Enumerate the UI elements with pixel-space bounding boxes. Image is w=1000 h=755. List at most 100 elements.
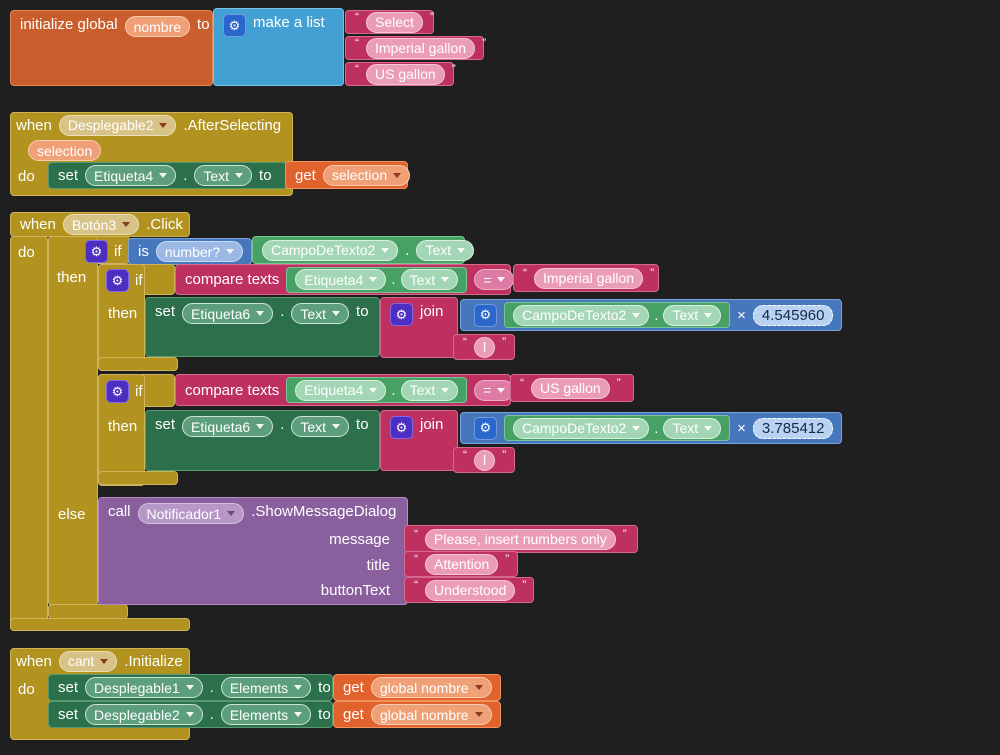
mutator-gear-icon[interactable]: ⚙ — [474, 416, 497, 440]
event-name-label: .Click — [146, 216, 183, 233]
quote-mark: “ — [414, 578, 418, 592]
component-dropdown[interactable]: Desplegable2 — [85, 704, 203, 725]
event-header: when Desplegable2 .AfterSelecting — [16, 113, 281, 137]
component-dropdown[interactable]: Botón3 — [62, 214, 140, 235]
text-value-field[interactable]: Imperial gallon — [534, 267, 644, 289]
join-block[interactable]: ⚙ join — [380, 410, 458, 471]
set-property-block[interactable]: set Etiqueta6 . Text to — [145, 297, 380, 357]
component-dropdown[interactable]: Etiqueta6 — [182, 416, 274, 437]
event-param-pill[interactable]: selection — [28, 140, 102, 161]
global-variable-name-field[interactable]: nombre — [124, 16, 191, 37]
equals-dropdown[interactable]: = — [474, 379, 515, 401]
text-value-field[interactable]: l — [474, 449, 496, 471]
text-string-block[interactable]: “ Select ” — [345, 10, 434, 34]
component-property-getter[interactable]: Etiqueta4 . Text — [286, 266, 468, 293]
text-string-block[interactable]: “ US gallon ” — [510, 374, 634, 402]
component-dropdown[interactable]: Etiqueta4 — [295, 269, 387, 290]
component-dropdown[interactable]: CampoDeTexto2 — [262, 239, 399, 261]
component-property-getter[interactable]: CampoDeTexto2 . Text — [252, 236, 475, 264]
equals-dropdown[interactable]: = — [474, 269, 515, 290]
property-dropdown[interactable]: Text — [194, 165, 253, 186]
text-value-field[interactable]: US gallon — [366, 63, 445, 85]
text-string-block[interactable]: “ Understood ” — [404, 577, 534, 603]
get-variable-block[interactable]: get global nombre — [333, 701, 501, 728]
compare-texts-block[interactable]: compare texts Etiqueta4 . Text = — [175, 374, 515, 406]
set-property-block[interactable]: set Etiqueta4 . Text to — [48, 162, 287, 189]
property-dropdown[interactable]: Text — [663, 304, 722, 326]
set-keyword: set — [58, 679, 79, 696]
text-string-block[interactable]: “ Imperial gallon ” — [345, 36, 487, 60]
text-value-field[interactable]: Please, insert numbers only — [425, 528, 616, 550]
set-property-block[interactable]: set Desplegable1 . Elements to — [48, 674, 333, 701]
component-property-getter[interactable]: CampoDeTexto2 . Text — [504, 415, 731, 441]
text-value-field[interactable]: Understood — [425, 579, 516, 601]
multiply-operator: × — [737, 419, 746, 437]
text-string-block[interactable]: “ US gallon ” — [345, 62, 456, 86]
property-dropdown[interactable]: Text — [291, 416, 350, 437]
property-dropdown[interactable]: Text — [400, 269, 459, 290]
mutator-gear-icon[interactable]: ⚙ — [106, 269, 129, 292]
component-dropdown[interactable]: Desplegable1 — [85, 677, 203, 698]
text-value-field[interactable]: Select — [366, 11, 423, 33]
component-dropdown[interactable]: Etiqueta6 — [182, 303, 274, 324]
component-dropdown[interactable]: CampoDeTexto2 — [513, 304, 650, 326]
quote-mark: ” — [482, 36, 487, 50]
is-number-block[interactable]: is number? — [128, 238, 252, 265]
property-dropdown[interactable]: Text — [291, 303, 350, 324]
make-a-list-block[interactable]: ⚙ make a list — [213, 8, 344, 86]
call-keyword: call — [108, 503, 131, 520]
quote-mark: “ — [355, 36, 359, 50]
property-dropdown[interactable]: Text — [663, 417, 722, 439]
call-showmessagedialog-block[interactable]: call Notificador1 .ShowMessageDialog — [98, 497, 408, 605]
text-value-field[interactable]: Imperial gallon — [366, 37, 476, 59]
variable-dropdown[interactable]: global nombre — [370, 677, 492, 698]
set-property-block[interactable]: set Desplegable2 . Elements to — [48, 701, 333, 728]
when-click-block[interactable]: when Botón3 .Click — [10, 212, 190, 237]
set-property-block[interactable]: set Etiqueta6 . Text to — [145, 410, 380, 471]
component-dropdown[interactable]: Etiqueta4 — [295, 379, 387, 401]
property-dropdown[interactable]: Text — [400, 379, 459, 401]
get-variable-block[interactable]: get global nombre — [333, 674, 501, 701]
number-field[interactable]: 3.785412 — [752, 417, 834, 439]
text-string-block[interactable]: “ l ” — [453, 334, 515, 360]
set-keyword: set — [155, 303, 176, 320]
mutator-gear-icon[interactable]: ⚙ — [106, 380, 129, 403]
mutator-gear-icon[interactable]: ⚙ — [390, 416, 413, 439]
multiply-block[interactable]: ⚙ CampoDeTexto2 . Text × 4.545960 — [460, 299, 842, 331]
text-string-block[interactable]: “ Please, insert numbers only ” — [404, 525, 638, 553]
component-dropdown[interactable]: Notificador1 — [137, 503, 245, 524]
component-property-getter[interactable]: Etiqueta4 . Text — [286, 377, 468, 403]
quote-mark: ” — [522, 578, 527, 592]
type-check-dropdown[interactable]: number? — [155, 241, 244, 262]
multiply-block[interactable]: ⚙ CampoDeTexto2 . Text × 3.785412 — [460, 412, 842, 444]
join-block[interactable]: ⚙ join — [380, 297, 458, 358]
text-value-field[interactable]: l — [474, 336, 496, 358]
component-property-getter[interactable]: CampoDeTexto2 . Text — [504, 302, 731, 328]
text-value-field[interactable]: Attention — [425, 553, 499, 575]
compare-texts-block[interactable]: compare texts Etiqueta4 . Text = — [175, 264, 515, 295]
component-dropdown[interactable]: Etiqueta4 — [85, 165, 177, 186]
property-dropdown[interactable]: Text — [416, 239, 475, 261]
text-string-block[interactable]: “ Imperial gallon ” — [513, 264, 659, 292]
mutator-gear-icon[interactable]: ⚙ — [474, 303, 497, 327]
property-dropdown[interactable]: Elements — [220, 677, 312, 698]
variable-dropdown[interactable]: selection — [322, 164, 411, 186]
initialize-global-block[interactable]: initialize global nombre to — [10, 10, 213, 86]
property-dropdown[interactable]: Elements — [220, 704, 312, 725]
mutator-gear-icon[interactable]: ⚙ — [223, 14, 246, 37]
mutator-gear-icon[interactable]: ⚙ — [390, 303, 413, 326]
text-value-field[interactable]: US gallon — [531, 377, 610, 399]
text-string-block[interactable]: “ Attention ” — [404, 551, 518, 577]
mutator-gear-icon[interactable]: ⚙ — [85, 240, 108, 263]
text-string-block[interactable]: “ l ” — [453, 447, 515, 473]
component-dropdown[interactable]: CampoDeTexto2 — [513, 417, 650, 439]
variable-dropdown[interactable]: global nombre — [370, 704, 492, 725]
quote-mark: ” — [429, 10, 434, 24]
event-name-label: .AfterSelecting — [183, 116, 282, 134]
param-label-buttontext: buttonText — [320, 582, 390, 599]
component-dropdown[interactable]: cant — [58, 650, 118, 672]
if-keyword: if — [114, 243, 122, 260]
get-variable-block[interactable]: get selection — [285, 161, 411, 189]
number-field[interactable]: 4.545960 — [752, 304, 834, 326]
component-dropdown[interactable]: Desplegable2 — [58, 114, 177, 136]
